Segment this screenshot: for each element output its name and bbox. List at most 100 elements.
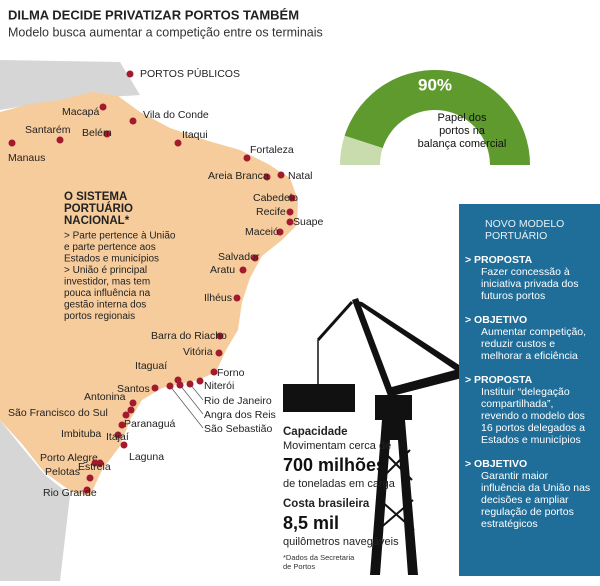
system-text: investidor, mas tem xyxy=(64,277,150,288)
port-dot xyxy=(99,103,107,111)
port-label: Vitória xyxy=(183,346,213,358)
panel-heading: > OBJETIVO xyxy=(465,458,527,470)
port-label: Santarém xyxy=(25,124,71,136)
port-dot xyxy=(174,139,182,147)
port-label: Angra dos Reis xyxy=(204,409,276,421)
panel-heading: > OBJETIVO xyxy=(465,314,527,326)
panel-text: estratégicos xyxy=(481,518,538,530)
port-dot xyxy=(233,294,241,302)
panel-heading: > PROPOSTA xyxy=(465,374,533,386)
panel-text: compartilhada”, xyxy=(481,398,553,410)
port-label: Antonina xyxy=(84,391,126,403)
system-text: pouca influência na xyxy=(64,288,151,299)
port-dot xyxy=(216,332,224,340)
panel-text: futuros portos xyxy=(481,290,545,302)
port-dot xyxy=(96,459,104,467)
port-dot xyxy=(120,441,128,449)
capacity-value: 700 milhões xyxy=(283,455,386,475)
port-dot xyxy=(288,194,296,202)
panel-text: iniciativa privada dos xyxy=(481,278,578,290)
port-label: Maceió xyxy=(245,226,279,238)
port-dot xyxy=(215,349,223,357)
panel-title: NOVO MODELO xyxy=(485,218,564,230)
port-dot xyxy=(251,254,259,262)
port-label: Areia Branca xyxy=(208,170,269,182)
port-label: Cabedelo xyxy=(253,192,298,204)
coast-value: 8,5 mil xyxy=(283,513,339,533)
subtitle: Modelo busca aumentar a competição entre… xyxy=(8,25,323,39)
port-label: Rio Grande xyxy=(43,487,97,499)
port-label: São Francisco do Sul xyxy=(8,407,108,419)
system-title: NACIONAL* xyxy=(64,215,130,227)
port-dot xyxy=(91,459,99,467)
port-dot xyxy=(127,406,135,414)
port-label: Suape xyxy=(293,216,324,228)
port-dot xyxy=(86,474,94,482)
panel-text: Garantir maior xyxy=(481,470,549,482)
legend-dot xyxy=(126,70,134,78)
capacity-heading: Capacidade xyxy=(283,426,348,438)
legend-label: PORTOS PÚBLICOS xyxy=(140,67,240,80)
system-text: e parte pertence aos xyxy=(64,242,156,253)
neighbor-countries xyxy=(0,60,140,581)
coast-unit: quilômetros navegáveis xyxy=(283,536,399,548)
port-dot xyxy=(286,218,294,226)
panel-text: revendo o modelo dos xyxy=(481,410,585,422)
footnote: *Dados da Secretaria xyxy=(283,553,355,562)
port-dot xyxy=(243,154,251,162)
gauge-value-label: 90% xyxy=(418,75,452,94)
panel-text: melhorar a eficiência xyxy=(481,350,578,362)
panel-text: reduzir custos e xyxy=(481,338,555,350)
port-label: Macapá xyxy=(62,106,100,118)
system-text: gestão interna dos xyxy=(64,300,146,311)
gauge-fill xyxy=(344,70,530,165)
capacity-text: Movimentam cerca de xyxy=(283,440,391,452)
system-title: PORTUÁRIO xyxy=(64,202,133,215)
panel-text: Fazer concessão à xyxy=(481,266,570,278)
panel-text: influência da União nas xyxy=(481,482,590,494)
coast-heading: Costa brasileira xyxy=(283,498,370,510)
panel xyxy=(459,204,600,576)
port-label: Recife xyxy=(256,206,286,218)
port-label: Porto Alegre xyxy=(40,452,98,464)
footnote: de Portos xyxy=(283,562,315,571)
port-dot xyxy=(176,381,184,389)
port-dot xyxy=(151,384,159,392)
gauge-label: balança comercial xyxy=(418,138,507,150)
port-dot xyxy=(8,139,16,147)
port-label: Pelotas xyxy=(45,466,80,478)
port-label: Itaqui xyxy=(182,129,208,141)
panel-text: decisões e ampliar xyxy=(481,494,569,506)
port-label: São Sebastião xyxy=(204,423,272,435)
port-dot xyxy=(103,130,111,138)
port-dot xyxy=(239,266,247,274)
port-dot xyxy=(122,411,130,419)
port-label: Rio de Janeiro xyxy=(204,395,272,407)
port-label: Imbituba xyxy=(61,428,101,440)
system-text: > União é principal xyxy=(64,265,147,276)
port-label: Santos xyxy=(117,383,150,395)
port-label: Natal xyxy=(288,170,313,182)
port-label: Barra do Riacho xyxy=(151,330,227,342)
port-label: Itajaí xyxy=(106,431,129,443)
port-dot xyxy=(196,377,204,385)
port-label: Fortaleza xyxy=(250,144,294,156)
port-label: Vila do Conde xyxy=(143,109,209,121)
system-text: Estados e municípios xyxy=(64,254,159,265)
port-label: Itaguaí xyxy=(135,360,167,372)
port-dot xyxy=(129,117,137,125)
port-dot xyxy=(263,173,271,181)
brazil-map xyxy=(0,92,298,496)
port-dot xyxy=(276,228,284,236)
panel-title: PORTUÁRIO xyxy=(485,229,547,242)
port-dot xyxy=(118,421,126,429)
system-text: portos regionais xyxy=(64,311,135,322)
panel-text: 16 portos delegados a xyxy=(481,422,585,434)
panel-heading: > PROPOSTA xyxy=(465,254,533,266)
port-dot xyxy=(129,399,137,407)
panel-text: Instituir “delegação xyxy=(481,386,570,398)
gauge-label: Papel dos xyxy=(438,112,487,124)
port-dot xyxy=(114,431,122,439)
port-label: Salvador xyxy=(218,251,260,263)
